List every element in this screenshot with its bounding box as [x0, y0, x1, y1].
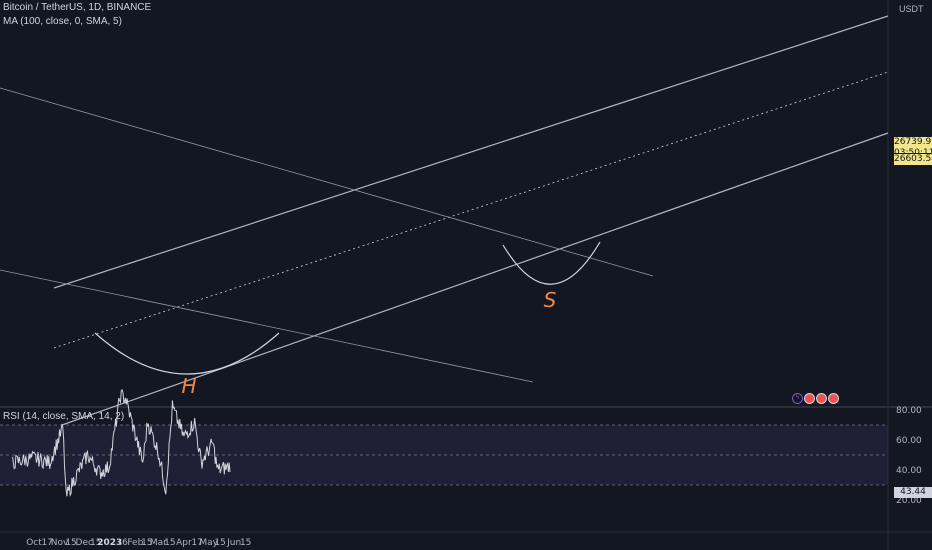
time-tick-label: 17 — [41, 538, 52, 548]
trendline — [0, 87, 654, 277]
rsi-line — [12, 389, 231, 498]
rsi-tick-label: 40.00 — [896, 466, 922, 476]
rsi-value-tag: 43.44 — [894, 487, 932, 498]
trendline — [0, 269, 534, 383]
time-tick-label: 16 — [116, 538, 128, 548]
time-tick-label: Mar — [150, 538, 167, 548]
time-tick-label: May — [199, 538, 218, 548]
time-tick-label: Dec — [76, 538, 93, 548]
currency-label: USDT — [899, 4, 924, 14]
time-tick-label: 2023 — [97, 538, 122, 548]
ma-indicator-label[interactable]: MA (100, close, 0, SMA, 5) — [3, 16, 122, 27]
time-tick-label: Apr — [176, 538, 192, 548]
rsi-tick-label: 80.00 — [896, 406, 922, 416]
flag-icon[interactable] — [804, 393, 815, 404]
time-tick-label: 15 — [65, 538, 76, 548]
time-tick-label: 15 — [214, 538, 225, 548]
symbol-title: Bitcoin / TetherUS, 1D, BINANCE — [3, 2, 152, 13]
time-tick-label: 15 — [141, 538, 152, 548]
lightning-icon[interactable]: ϟ — [792, 393, 803, 404]
time-tick-label: Jun — [226, 538, 241, 548]
trendline — [61, 132, 889, 426]
time-tick-label: 17 — [191, 538, 202, 548]
time-tick-label: 15 — [164, 538, 175, 548]
time-tick-label: Feb — [127, 538, 143, 548]
event-icons[interactable]: ϟ — [792, 393, 839, 404]
current-price-value: 26739.99 — [894, 137, 932, 147]
pattern-label: S — [544, 288, 557, 312]
head-arc — [94, 332, 280, 375]
flag-icon[interactable] — [816, 393, 827, 404]
shoulder-arc — [502, 241, 601, 285]
time-tick-label: Oct — [26, 538, 42, 548]
rsi-tick-label: 60.00 — [896, 436, 922, 446]
level-price-tag: 26603.54 — [894, 153, 932, 165]
time-tick-label: Nov — [51, 538, 69, 548]
time-tick-label: 15 — [90, 538, 101, 548]
flag-icon[interactable] — [828, 393, 839, 404]
pattern-label: H — [181, 374, 196, 398]
trendline — [53, 71, 889, 349]
rsi-indicator-label[interactable]: RSI (14, close, SMA, 14, 2) — [3, 411, 125, 422]
time-tick-label: 15 — [240, 538, 251, 548]
rsi-tick-label: 20.00 — [896, 496, 922, 506]
trendline — [53, 15, 889, 289]
